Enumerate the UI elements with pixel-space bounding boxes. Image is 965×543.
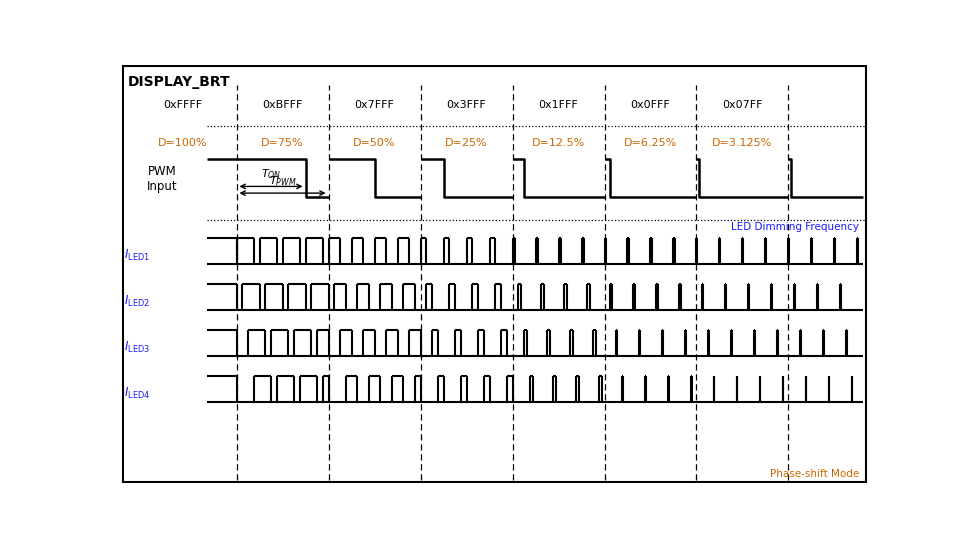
Text: Phase-shift Mode: Phase-shift Mode	[769, 469, 859, 479]
Text: LED Dimming Frequency: LED Dimming Frequency	[731, 222, 859, 231]
Text: D=6.25%: D=6.25%	[623, 137, 676, 148]
Text: D=12.5%: D=12.5%	[532, 137, 585, 148]
Text: 0x1FFF: 0x1FFF	[538, 100, 578, 110]
FancyBboxPatch shape	[123, 66, 867, 482]
Text: $T_{ON}$: $T_{ON}$	[261, 168, 282, 181]
Text: PWM
Input: PWM Input	[147, 165, 177, 193]
Text: $I_{\mathregular{LED1}}$: $I_{\mathregular{LED1}}$	[124, 248, 151, 263]
Text: $I_{\mathregular{LED2}}$: $I_{\mathregular{LED2}}$	[124, 294, 151, 309]
Text: $I_{\mathregular{LED3}}$: $I_{\mathregular{LED3}}$	[124, 340, 151, 355]
Text: 0x0FFF: 0x0FFF	[630, 100, 670, 110]
Text: D=100%: D=100%	[158, 137, 207, 148]
Text: 0x7FFF: 0x7FFF	[354, 100, 394, 110]
Text: DISPLAY_BRT: DISPLAY_BRT	[128, 75, 231, 89]
Text: D=75%: D=75%	[261, 137, 303, 148]
Text: $I_{\mathregular{LED4}}$: $I_{\mathregular{LED4}}$	[124, 386, 151, 401]
Text: 0x07FF: 0x07FF	[722, 100, 762, 110]
Text: 0xBFFF: 0xBFFF	[262, 100, 302, 110]
Text: 0xFFFF: 0xFFFF	[163, 100, 203, 110]
Text: $T_{PWM}$: $T_{PWM}$	[268, 174, 296, 188]
Text: D=50%: D=50%	[353, 137, 396, 148]
Text: D=3.125%: D=3.125%	[712, 137, 772, 148]
Text: D=25%: D=25%	[445, 137, 487, 148]
Text: 0x3FFF: 0x3FFF	[446, 100, 486, 110]
